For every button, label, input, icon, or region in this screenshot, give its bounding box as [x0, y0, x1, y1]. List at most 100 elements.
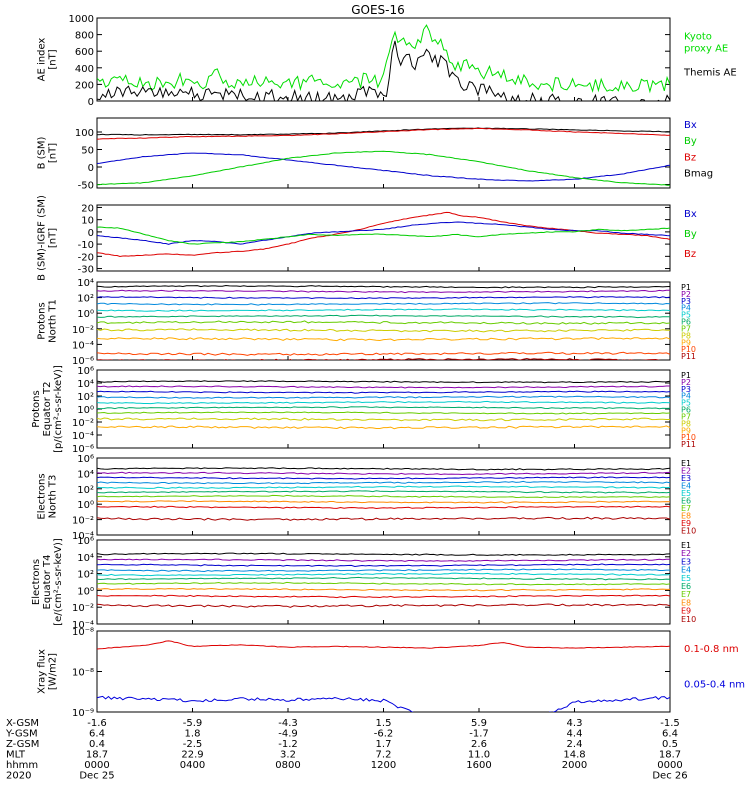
y-tick-label: 10⁰ [77, 586, 94, 597]
channel-label: P2 [681, 378, 691, 387]
legend-entry: Themis AE [683, 68, 737, 79]
channel-line-e3 [97, 476, 670, 480]
x-axis-row-label: Y-GSM [5, 729, 38, 740]
channel-label: E4 [681, 482, 691, 491]
x-axis-value: -1.2 [278, 739, 298, 750]
x-axis-value: 1600 [466, 760, 491, 771]
y-axis-label: [e/(cm²-s-sr-keV)] [53, 538, 64, 626]
y-axis-label: Equator T2 [42, 382, 53, 437]
y-axis-label: [nT] [48, 143, 59, 163]
x-axis-value: -1.5 [660, 718, 680, 729]
channel-label: P5 [681, 399, 691, 408]
channel-line-p2 [97, 385, 670, 389]
channel-line-e7 [97, 494, 670, 499]
channel-line-p5 [97, 308, 670, 312]
y-tick-label: 10⁻⁸ [72, 668, 94, 679]
y-axis-label: [p/(cm²-s-sr-keV)] [53, 365, 64, 453]
y-axis-label: Protons [31, 390, 42, 427]
channel-label: P9 [681, 426, 691, 435]
channel-label: P1 [681, 283, 691, 292]
panel-frame [96, 204, 671, 272]
series-line-0-1-0-8-nm [97, 640, 670, 650]
chart-title: GOES-16 [351, 3, 405, 17]
channel-line-e9 [97, 594, 670, 599]
channel-label: P6 [681, 318, 691, 327]
x-axis-value: 0400 [180, 760, 205, 771]
channel-line-p11 [97, 357, 662, 360]
y-tick-label: 10⁻⁶ [72, 444, 94, 455]
series-line-0-05-0-4-nm [97, 695, 670, 712]
y-tick-label: -50 [78, 181, 94, 192]
series-line-by [97, 226, 670, 245]
y-tick-label: 10⁻⁶ [72, 356, 94, 367]
x-axis-value: 18.7 [659, 750, 681, 761]
legend-entry: 0.1-0.8 nm [684, 644, 739, 655]
channel-label: P5 [681, 311, 691, 320]
legend-entry: proxy AE [684, 44, 728, 55]
y-tick-label: 10⁻⁴ [72, 431, 94, 442]
channel-label: P7 [681, 324, 691, 333]
x-axis-value: 3.2 [280, 750, 296, 761]
y-axis-label: AE index [37, 38, 48, 82]
channel-line-e8 [97, 587, 670, 592]
channel-label: P3 [681, 297, 691, 306]
x-axis-value: 0.5 [662, 739, 678, 750]
y-tick-label: 10⁻⁹ [72, 708, 94, 719]
y-tick-label: 200 [75, 80, 94, 91]
x-axis-value: 0000 [84, 760, 109, 771]
y-tick-label: -10 [78, 240, 94, 251]
channel-line-p8 [97, 417, 670, 422]
channel-label: E1 [681, 541, 691, 550]
y-tick-label: 10⁴ [77, 469, 94, 480]
y-tick-label: 20 [81, 203, 94, 214]
y-tick-label: 10² [77, 570, 94, 581]
y-tick-label: 10⁻² [72, 418, 94, 429]
channel-line-p4 [97, 395, 670, 399]
series-line-by [97, 150, 670, 186]
x-axis-value: 5.9 [471, 718, 487, 729]
y-tick-label: 10⁴ [77, 278, 94, 289]
y-tick-label: 0 [88, 97, 94, 108]
x-axis-value: 14.8 [563, 750, 585, 761]
channel-line-p5 [97, 400, 670, 405]
y-tick-label: 1000 [69, 14, 94, 25]
data-area [97, 127, 670, 186]
x-axis-value: Dec 25 [79, 771, 114, 782]
channel-line-e10 [97, 603, 670, 608]
data-area [97, 24, 670, 101]
x-axis-value: -5.9 [183, 718, 203, 729]
channel-line-p3 [97, 295, 670, 300]
channel-label: P8 [681, 419, 691, 428]
legend-entry: Bx [684, 120, 697, 131]
x-axis-value: Dec 26 [652, 771, 687, 782]
x-axis-value: -1.7 [469, 729, 489, 740]
channel-label: E3 [681, 474, 691, 483]
legend-entry: Kyoto [684, 32, 712, 43]
channel-label: E5 [681, 489, 691, 498]
panel-e_equator: 10⁻⁴ 10⁻² 10⁰ 10² 10⁴ 10⁶ Electrons Equator T4[… [31, 536, 696, 631]
y-axis-label: Xray flux [37, 649, 48, 694]
channel-line-p1 [97, 284, 670, 289]
channel-line-e10 [97, 516, 670, 521]
x-axis-row-label: Z-GSM [6, 739, 39, 750]
x-axis-row-label: X-GSM [6, 718, 39, 729]
series-line-kyoto-proxy-ae [97, 24, 670, 94]
y-axis-label: Equator T4 [42, 555, 53, 610]
channel-label: E6 [681, 497, 691, 506]
channel-label: E3 [681, 557, 691, 566]
x-axis-value: 1200 [371, 760, 396, 771]
channel-line-p9 [97, 425, 670, 430]
y-tick-label: 10⁻⁴ [72, 340, 94, 351]
series-line-bx [97, 221, 670, 245]
channel-line-p6 [97, 406, 670, 410]
series-line-bmag [97, 127, 670, 136]
series-line-bz [97, 127, 670, 140]
channel-label: P4 [681, 304, 691, 313]
channel-line-p7 [97, 411, 670, 415]
y-tick-label: 10² [77, 485, 94, 496]
legend-entry: Bz [684, 152, 696, 163]
channel-label: E10 [681, 615, 696, 624]
